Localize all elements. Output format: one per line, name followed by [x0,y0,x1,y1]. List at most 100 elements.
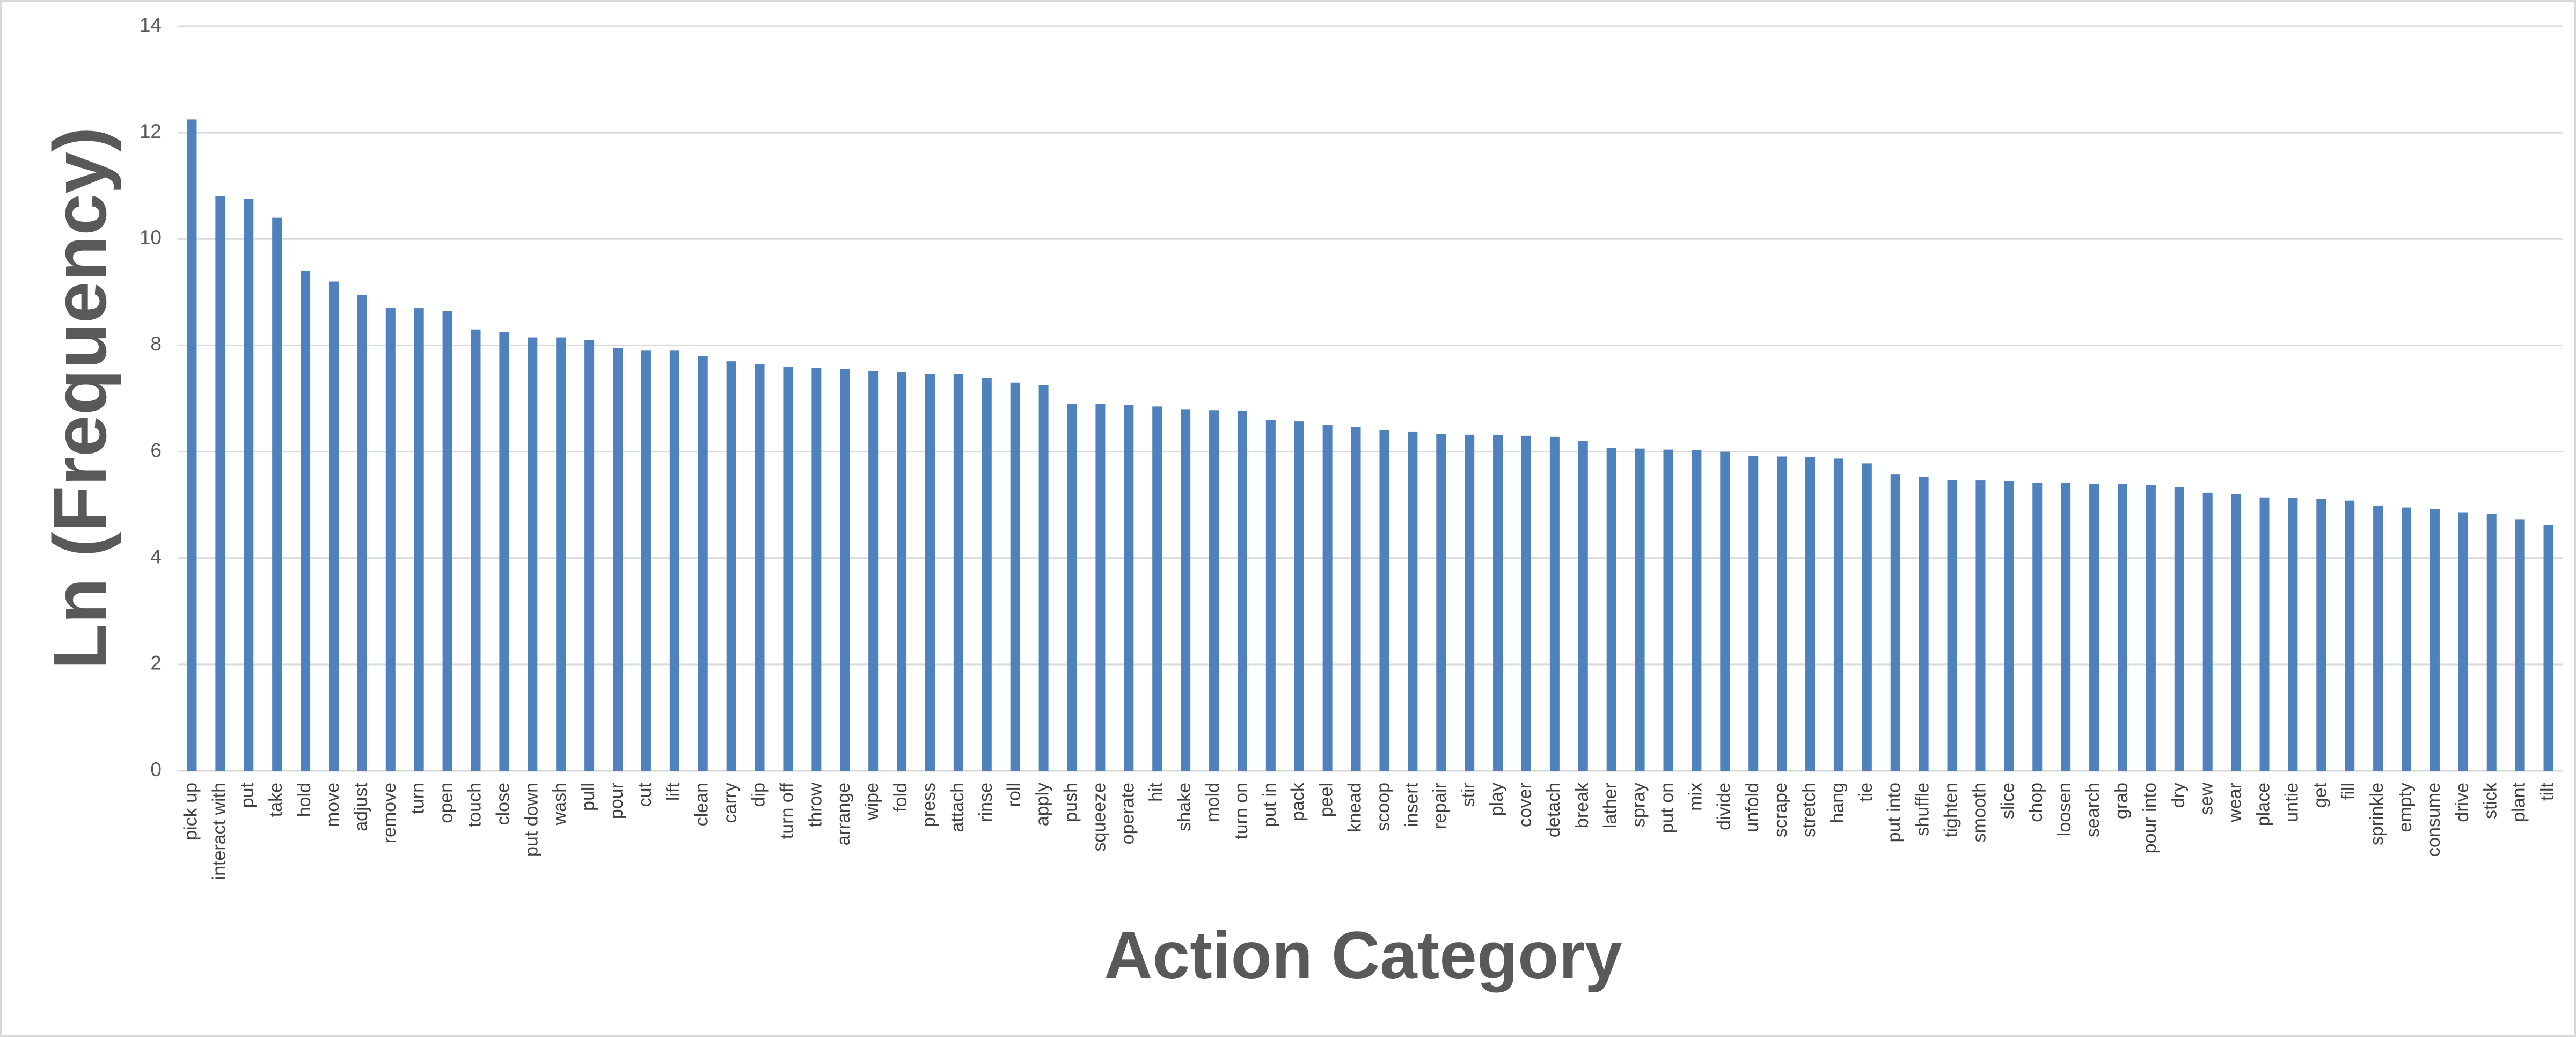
x-tick-label: lather [1600,783,1621,828]
x-tick-label: get [2310,782,2330,808]
bar [2515,519,2525,771]
x-tick-label: turn on [1231,783,1252,839]
bar [1521,435,1531,771]
bar [982,378,992,771]
bar [1606,448,1616,771]
bar [2089,484,2099,771]
bar [1465,434,1475,771]
bar [1379,430,1389,771]
x-tick-label: tie [1856,783,1876,802]
x-tick-label: put down [521,783,541,857]
x-tick-label: pick up [180,783,201,841]
x-tick-label: operate [1117,783,1138,844]
x-tick-label: smooth [1969,783,1989,843]
bar [1322,425,1333,771]
bar [1095,404,1106,771]
x-tick-label: push [1060,783,1081,822]
x-tick-label: press [919,783,939,827]
bar [1493,435,1503,771]
y-tick-label: 12 [140,120,162,142]
x-tick-label: tighten [1941,783,1962,837]
bar [187,119,197,771]
bar [556,337,566,771]
bar [811,368,822,771]
y-tick-label: 0 [150,758,162,780]
bar [215,196,225,771]
bar [953,374,963,771]
x-tick-label: pull [578,783,598,811]
bar [1578,441,1588,771]
x-tick-label: move [323,783,343,827]
bar [1237,411,1247,771]
x-tick-label: clean [692,783,712,826]
bar [2117,484,2127,771]
x-tick-label: empty [2395,783,2416,832]
x-tick-label: dry [2168,783,2189,808]
x-tick-label: put on [1657,783,1677,834]
y-tick-label: 8 [150,333,162,355]
x-tick-label: turn off [777,782,797,839]
x-tick-label: drive [2452,783,2472,822]
y-tick-label: 14 [140,14,162,36]
x-tick-label: put [237,782,258,808]
bar [2004,481,2014,771]
x-tick-label: plant [2509,782,2529,822]
x-tick-label: attach [947,783,968,832]
x-tick-label: cover [1515,783,1535,827]
bar [641,350,651,771]
bar [1294,421,1304,771]
bar [2174,487,2184,771]
x-tick-label: pour into [2140,783,2160,853]
bar [2231,494,2241,771]
x-tick-label: dip [749,783,769,807]
bar [2543,525,2553,771]
bar [2402,507,2412,771]
x-tick-label: search [2083,783,2103,837]
bar [2486,514,2497,771]
x-tick-label: throw [805,783,825,828]
x-tick-label: touch [464,783,485,827]
bar [1833,458,1843,771]
bar [528,337,538,771]
bar [1692,450,1702,771]
x-tick-label: peel [1316,783,1337,817]
bar [2288,498,2298,771]
bar [2146,485,2156,771]
x-tick-label: consume [2424,783,2444,857]
x-tick-label: shake [1174,783,1195,831]
x-tick-label: spray [1629,783,1649,827]
bar [1408,431,1418,771]
bar [2373,506,2383,771]
x-tick-label: tilt [2537,782,2558,801]
x-tick-label: fold [890,783,911,812]
x-tick-label: arrange [833,783,854,845]
x-tick-label: fill [2338,783,2359,800]
x-tick-label: close [493,783,513,825]
bar [357,295,367,771]
y-tick-label: 2 [150,652,162,674]
bar [2061,483,2071,771]
bar [755,364,765,771]
x-tick-label: place [2253,783,2273,826]
bar [1919,477,1929,771]
x-tick-label: insert [1401,782,1422,827]
x-tick-label: lift [663,782,684,801]
bar [1777,456,1787,771]
bar [783,367,793,771]
x-tick-label: rinse [976,783,996,822]
bar [1209,410,1219,771]
bar [1351,427,1361,771]
x-tick-label: mix [1685,783,1706,811]
bar [1947,480,1957,771]
x-tick-label: mold [1203,783,1223,822]
y-tick-label: 10 [140,227,162,249]
bar [1975,480,1986,771]
x-tick-label: scoop [1373,783,1393,831]
x-tick-label: hit [1146,782,1166,801]
bar [1663,449,1673,771]
bar [1124,405,1134,771]
bar [1720,451,1730,771]
x-tick-label: roll [1004,783,1024,807]
x-tick-label: put into [1884,783,1905,843]
